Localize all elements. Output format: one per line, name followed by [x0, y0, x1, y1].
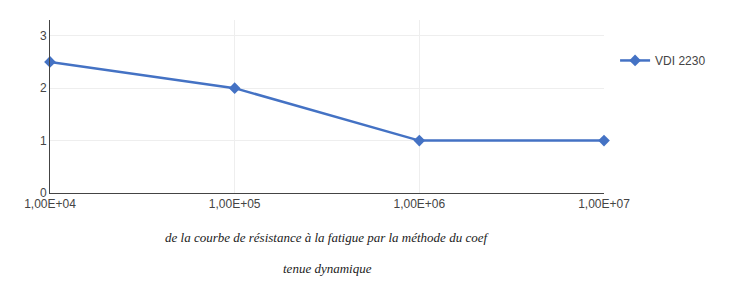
svg-text:2: 2 — [40, 81, 47, 95]
svg-text:1: 1 — [40, 134, 47, 148]
svg-text:1,00E+06: 1,00E+06 — [393, 197, 445, 211]
svg-text:1,00E+04: 1,00E+04 — [24, 197, 76, 211]
svg-text:tenue dynamique: tenue dynamique — [283, 261, 372, 276]
svg-text:de la courbe de résistance à l: de la courbe de résistance à la fatigue … — [165, 230, 489, 245]
svg-text:1,00E+05: 1,00E+05 — [209, 197, 261, 211]
svg-text:1,00E+07: 1,00E+07 — [578, 197, 630, 211]
svg-text:3: 3 — [40, 29, 47, 43]
svg-text:VDI 2230: VDI 2230 — [655, 54, 705, 68]
svg-text:0: 0 — [40, 186, 47, 200]
